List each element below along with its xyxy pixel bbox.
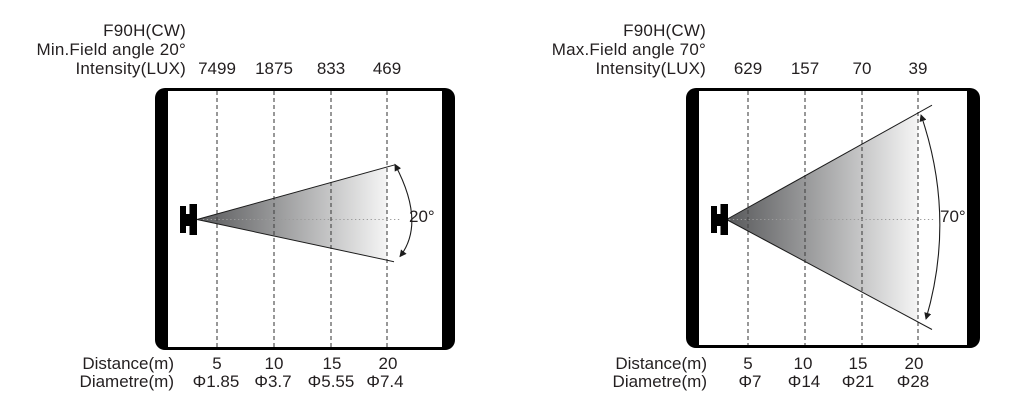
model-label: F90H(CW) [103,21,186,40]
distance-row-label: Distance(m) [615,354,707,373]
beam-edge-bottom [196,219,395,263]
beam-angle-label: 70° [940,207,966,226]
intensity-value: 39 [908,59,928,78]
diameter-value: Φ3.7 [254,372,292,391]
diameter-value: Φ28 [896,372,930,391]
intensity-value: 629 [733,59,763,78]
distance-value: 10 [264,354,284,373]
beam-chart-frame: 70° [686,88,980,348]
distance-row-label: Distance(m) [82,354,174,373]
beam-edge-lines [726,104,933,330]
intensity-axis-label: Intensity(LUX) [595,59,706,78]
beam-angle-label: 20° [409,207,435,226]
diagram-header: F90H(CW) Max.Field angle 70° Intensity(L… [528,21,706,78]
distance-value: 20 [378,354,398,373]
field-angle-subtitle: Max.Field angle 70° [551,40,706,59]
intensity-value: 833 [316,59,346,78]
distance-value: 10 [793,354,813,373]
intensity-value: 1875 [255,59,293,78]
beam-edge-lines [196,164,396,263]
model-label: F90H(CW) [623,21,706,40]
beam-cone [726,113,918,322]
distance-value: 15 [848,354,868,373]
luminaire-icon [711,204,728,235]
distance-value: 20 [904,354,924,373]
diameter-row-label: Diametre(m) [79,372,174,391]
angle-arc [394,163,413,258]
diameter-row-label: Diametre(m) [612,372,707,391]
angle-arc [919,114,941,320]
field-angle-subtitle: Min.Field angle 20° [36,40,186,59]
beam-edge-bottom [726,219,933,330]
beam-chart: 20° [180,91,435,347]
luminaire-icon [180,204,197,235]
beam-edge-top [726,104,933,220]
diagram-header: F90H(CW) Min.Field angle 20° Intensity(L… [8,21,186,78]
intensity-value: 7499 [198,59,236,78]
beam-cone [197,167,387,260]
diameter-value: Φ14 [787,372,821,391]
distance-value: 15 [322,354,342,373]
intensity-value: 469 [372,59,402,78]
intensity-value: 70 [852,59,872,78]
distance-value: 5 [212,354,222,373]
distance-value: 5 [743,354,753,373]
intensity-value: 157 [790,59,820,78]
diameter-value: Φ5.55 [307,372,355,391]
diameter-value: Φ7 [738,372,762,391]
beam-edge-top [196,164,396,220]
diameter-value: Φ21 [841,372,875,391]
distance-gridlines [747,91,919,345]
diameter-value: Φ7.4 [366,372,404,391]
beam-chart-frame: 20° [155,88,455,350]
intensity-axis-label: Intensity(LUX) [75,59,186,78]
beam-chart: 70° [711,91,966,345]
diameter-value: Φ1.85 [192,372,240,391]
